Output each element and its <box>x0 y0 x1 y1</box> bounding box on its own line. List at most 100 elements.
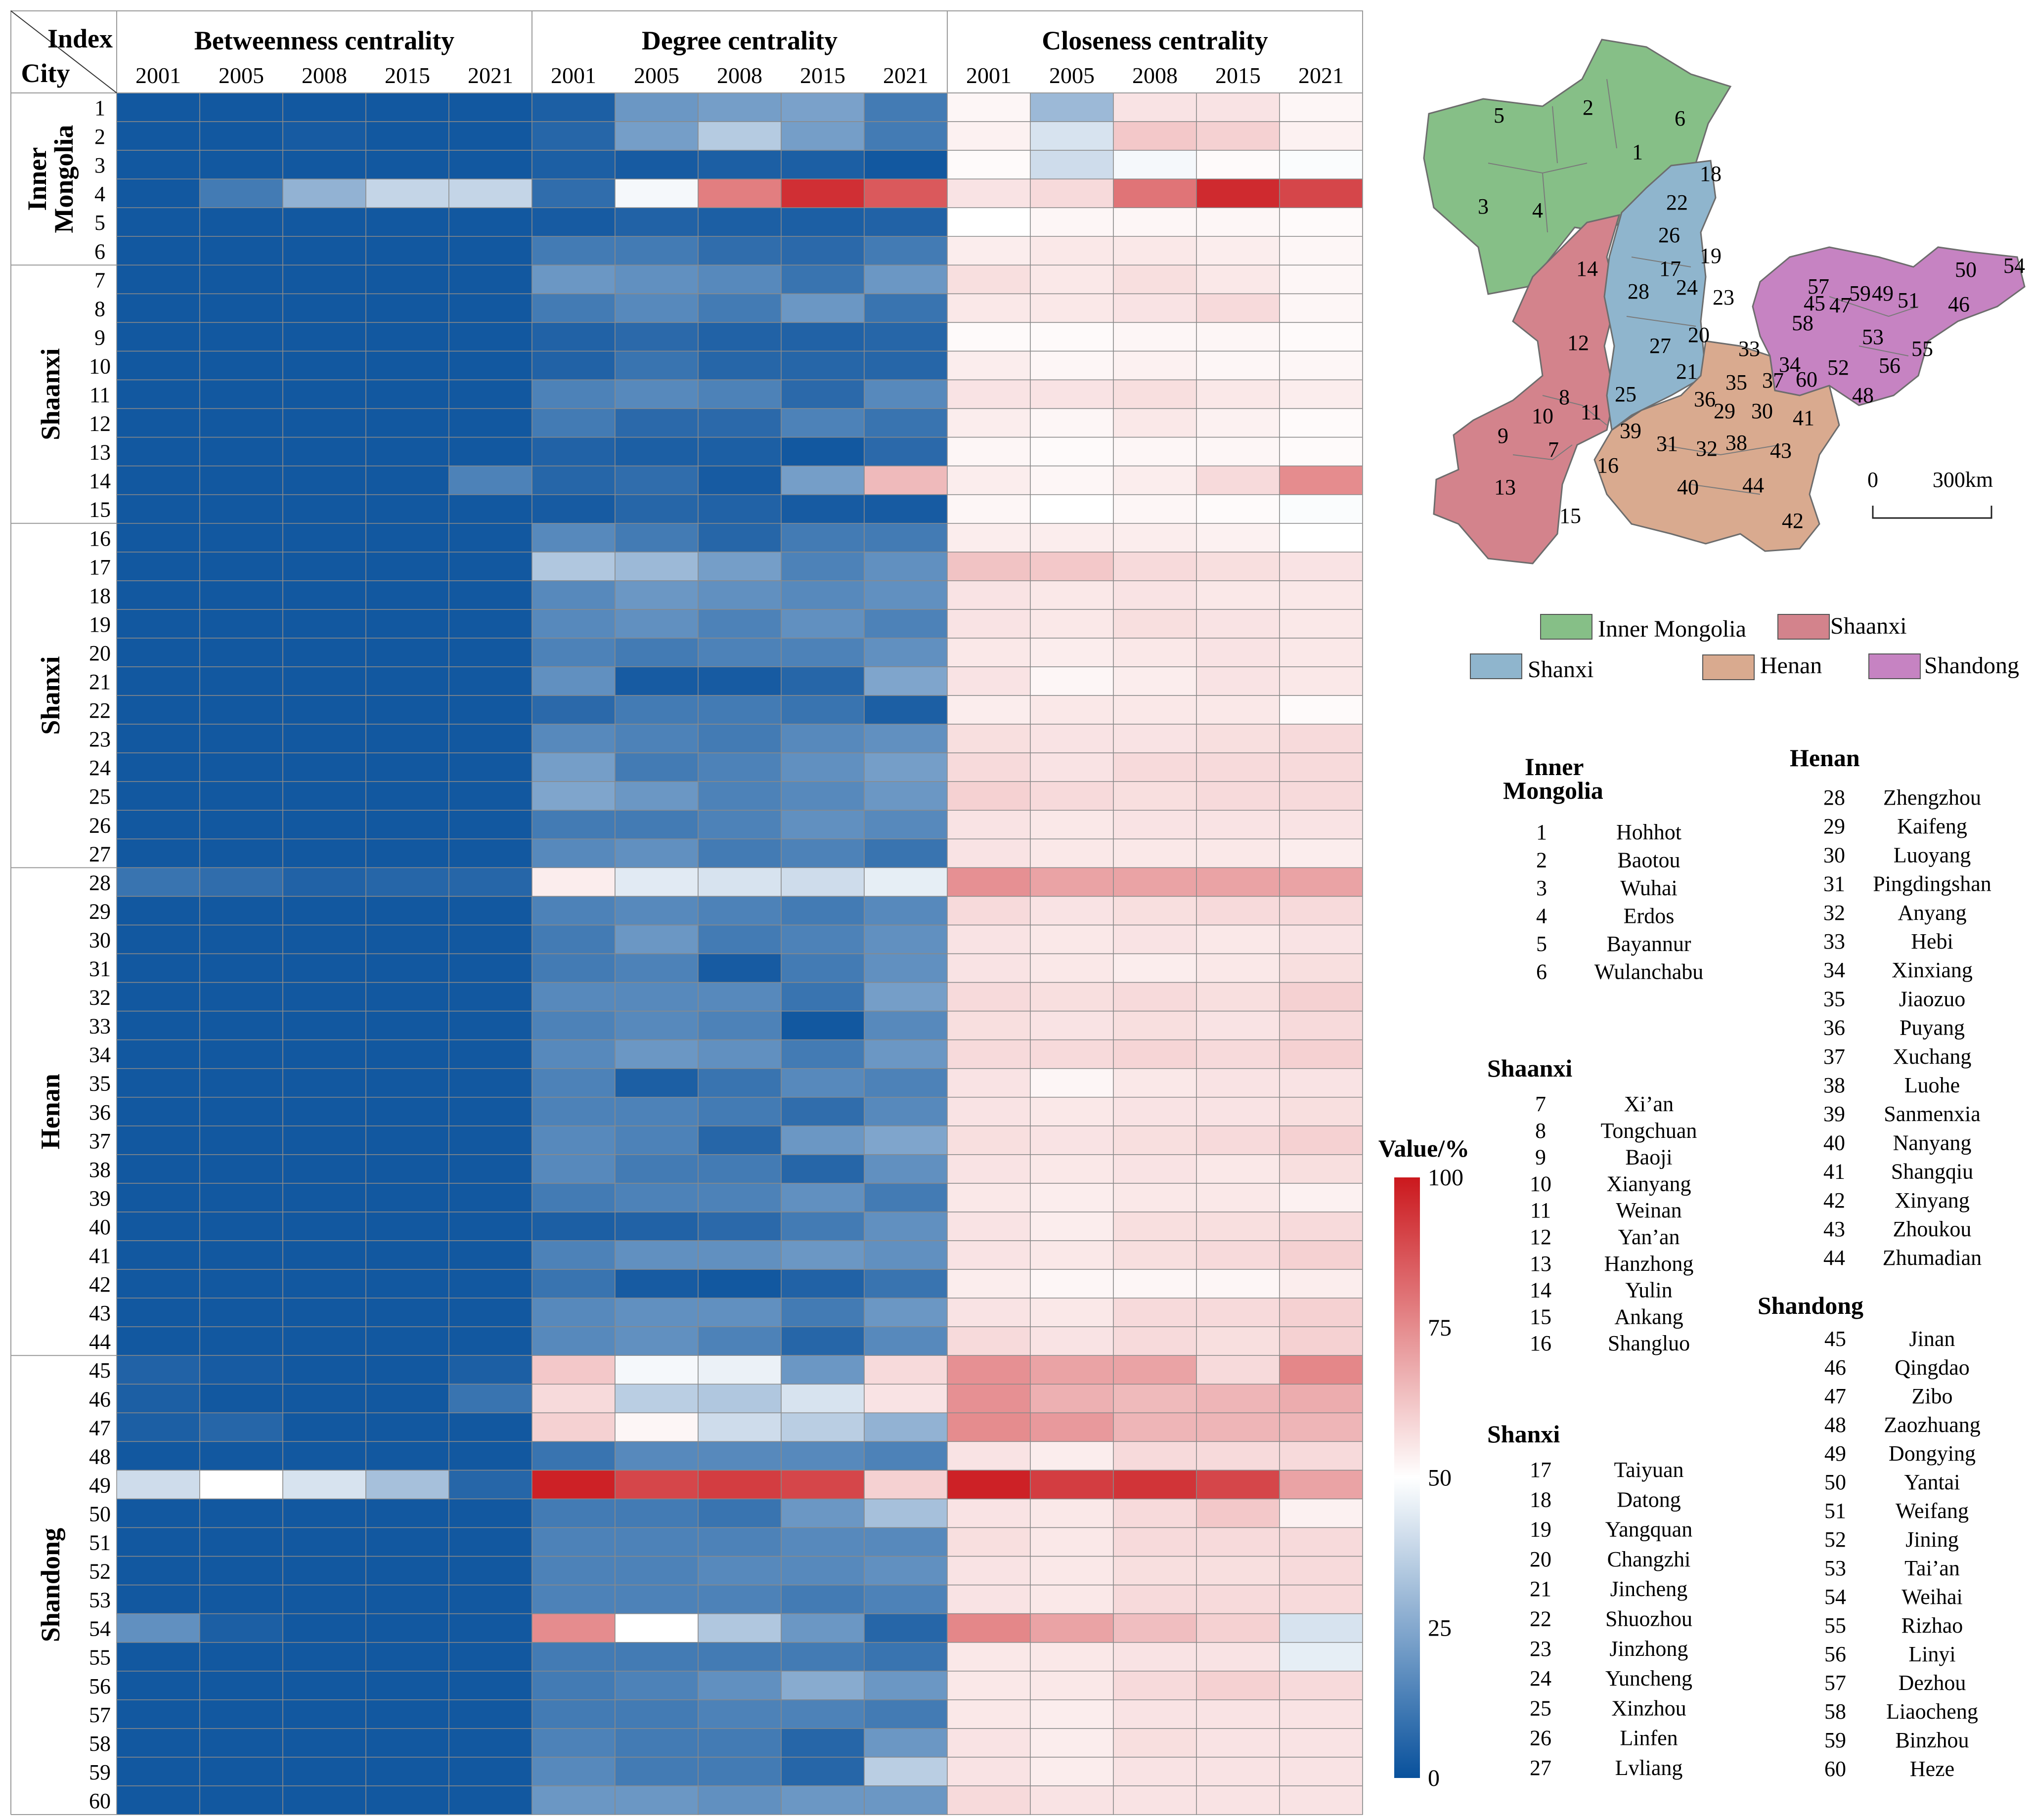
city-list-number: 34 <box>1823 958 1845 982</box>
heatmap-cell <box>116 1010 200 1040</box>
heatmap-cell <box>1113 178 1197 208</box>
heatmap-cell <box>365 666 449 696</box>
province-label: Henan <box>36 1074 65 1149</box>
city-list-name: Ankang <box>1614 1304 1683 1329</box>
heatmap-cell <box>615 1728 699 1758</box>
heatmap-cell <box>615 150 699 179</box>
heatmap-cell <box>864 695 948 725</box>
heatmap-cell <box>1196 322 1280 352</box>
heatmap-cell <box>1279 1412 1363 1442</box>
city-list-number: 38 <box>1823 1073 1845 1097</box>
city-index-label: 36 <box>89 1100 111 1125</box>
heatmap-cell <box>1196 666 1280 696</box>
city-index-label: 56 <box>89 1674 111 1698</box>
heatmap-cell <box>365 1584 449 1614</box>
heatmap-cell <box>698 552 782 581</box>
heatmap-cell <box>116 92 200 122</box>
heatmap-cell <box>947 810 1031 840</box>
heatmap-cell <box>531 666 616 696</box>
heatmap-cell <box>448 695 532 725</box>
heatmap-cell <box>1113 1010 1197 1040</box>
heatmap-cell <box>615 580 699 610</box>
heatmap-cell <box>448 1039 532 1069</box>
heatmap-cell <box>1030 982 1114 1012</box>
heatmap-cell <box>448 810 532 840</box>
heatmap-cell <box>116 207 200 237</box>
heatmap-cell <box>698 1757 782 1786</box>
city-index-label: 4 <box>94 182 105 206</box>
heatmap-cell <box>282 1183 366 1213</box>
heatmap-cell <box>116 236 200 266</box>
heatmap-cell <box>116 867 200 897</box>
heatmap-cell <box>615 953 699 983</box>
heatmap-cell <box>698 580 782 610</box>
heatmap-cell <box>1030 953 1114 983</box>
heatmap-cell <box>365 1527 449 1557</box>
heatmap-cell <box>947 1728 1031 1758</box>
map-city-number: 38 <box>1725 431 1747 455</box>
map-region-shanxi <box>1603 160 1717 432</box>
map-internal-boundary <box>1858 346 1909 356</box>
heatmap-cell <box>365 1671 449 1700</box>
heatmap-cell <box>947 552 1031 581</box>
heatmap-cell <box>1113 838 1197 868</box>
heatmap-cell <box>531 1183 616 1213</box>
heatmap-cell <box>864 580 948 610</box>
heatmap-cell <box>1279 1556 1363 1586</box>
heatmap-cell <box>448 236 532 266</box>
heatmap-cell <box>282 1269 366 1299</box>
heatmap-cell <box>781 150 865 179</box>
map-city-number: 33 <box>1738 337 1760 361</box>
heatmap-cell <box>448 580 532 610</box>
city-index-label: 2 <box>94 125 105 149</box>
heatmap-cell <box>1196 1126 1280 1155</box>
heatmap-cell <box>698 264 782 295</box>
heatmap-cell <box>282 552 366 581</box>
heatmap-cell <box>1030 1240 1114 1270</box>
heatmap-cell <box>448 1298 532 1327</box>
city-list-number: 37 <box>1823 1044 1845 1069</box>
heatmap-cell <box>1113 1470 1197 1500</box>
heatmap-cell <box>615 465 699 495</box>
heatmap-cell <box>781 92 865 122</box>
heatmap-cell <box>781 896 865 926</box>
city-index-label: 8 <box>94 297 105 321</box>
map-city-number: 14 <box>1576 257 1598 281</box>
heatmap-cell <box>199 322 283 352</box>
heatmap-cell <box>1113 1671 1197 1700</box>
heatmap-cell <box>282 465 366 495</box>
map-internal-boundary <box>1661 444 1780 456</box>
map-internal-boundary <box>1606 79 1617 149</box>
heatmap-cell <box>531 1010 616 1040</box>
city-list-number: 5 <box>1536 932 1547 956</box>
heatmap-cell <box>947 1699 1031 1729</box>
city-index-label: 48 <box>89 1444 111 1469</box>
city-list-name: Xi’an <box>1624 1092 1674 1116</box>
city-index-label: 18 <box>89 584 111 608</box>
heatmap-cell <box>365 1556 449 1586</box>
year-label: 2008 <box>302 63 347 88</box>
heatmap-cell <box>1279 953 1363 983</box>
city-list-number: 22 <box>1530 1607 1551 1631</box>
heatmap-cell <box>864 1212 948 1241</box>
city-list-name: Jining <box>1905 1527 1959 1552</box>
heatmap-cell <box>199 1757 283 1786</box>
heatmap-cell <box>1113 1097 1197 1127</box>
city-list-number: 8 <box>1535 1119 1546 1143</box>
heatmap-cell <box>864 150 948 179</box>
heatmap-cell <box>864 1269 948 1299</box>
heatmap-cell <box>282 92 366 122</box>
city-list-number: 47 <box>1824 1384 1846 1408</box>
heatmap-cell <box>531 1126 616 1155</box>
heatmap-cell <box>1113 724 1197 753</box>
heatmap-cell <box>282 1240 366 1270</box>
heatmap-cell <box>365 1384 449 1414</box>
heatmap-cell <box>1196 1269 1280 1299</box>
heatmap-cell <box>1196 1355 1280 1385</box>
heatmap-cell <box>698 322 782 352</box>
city-index-list: Inner Mongolia 1 Hohhot 2 Baotou 3 Wuhai 4 Erdos 5… <box>1487 744 1991 1781</box>
heatmap-cell <box>1113 609 1197 639</box>
heatmap-cell <box>365 350 449 381</box>
city-list-name: Yantai <box>1904 1470 1960 1494</box>
heatmap-cell <box>698 1183 782 1213</box>
